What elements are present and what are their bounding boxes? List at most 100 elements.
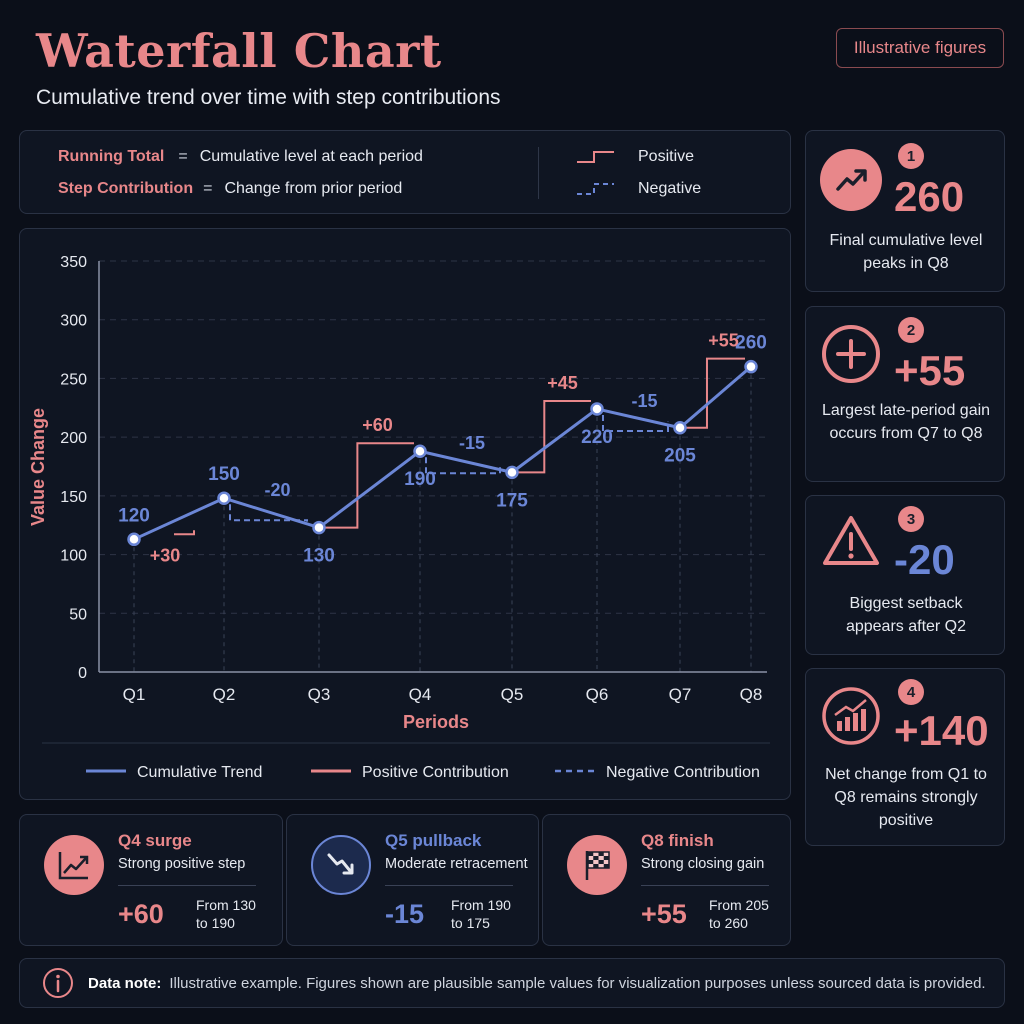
step-contribution-desc: Change from prior period (224, 180, 403, 197)
point-label: 205 (664, 446, 696, 467)
bottom-card-q8-finish: Q8 finish Strong closing gain +55 From 2… (542, 814, 791, 946)
negative-label: Negative (638, 180, 702, 197)
side-card-1: 1 260 Final cumulative level peaks in Q8 (805, 130, 1005, 292)
legend-label: Cumulative Trend (137, 764, 262, 781)
positive-label: Positive (638, 148, 695, 165)
x-tick-label: Q5 (501, 685, 524, 704)
data-point (590, 402, 604, 416)
cumulative-trend-line (133, 365, 752, 541)
data-note: Data note: Illustrative example. Figures… (19, 958, 1005, 1008)
y-tick-label: 250 (60, 371, 87, 388)
positive-step-icon (577, 151, 614, 163)
checkered-flag-icon (567, 835, 627, 895)
x-tick-label: Q7 (669, 685, 692, 704)
equals-sign: = (178, 148, 188, 165)
positive-step-connector (512, 399, 591, 474)
step-contribution-definition: Step Contribution = Change from prior pe… (58, 180, 402, 198)
step-label: +60 (362, 415, 393, 435)
x-tick-label: Q8 (740, 685, 763, 704)
card-subtitle: Moderate retracement (385, 856, 528, 872)
y-tick-label: 100 (60, 548, 87, 565)
card-title: Q8 finish (641, 831, 714, 850)
running-total-desc: Cumulative level at each period (199, 148, 423, 165)
trend-up-icon (820, 149, 882, 211)
card-value: +140 (894, 707, 989, 754)
side-card-2: 2 +55 Largest late-period gain occurs fr… (805, 306, 1005, 482)
card-range: From 190 to 175 (451, 896, 511, 932)
data-point (744, 359, 758, 374)
page-title: Waterfall Chart (36, 24, 442, 78)
y-tick-label: 200 (60, 430, 87, 447)
x-tick-label: Q4 (409, 685, 432, 704)
y-tick-label: 350 (60, 254, 87, 271)
running-total-definition: Running Total = Cumulative level at each… (58, 148, 423, 166)
negative-step-connector (229, 504, 308, 522)
step-label: -20 (264, 480, 290, 500)
card-value: +60 (118, 899, 164, 929)
positive-step-connector (319, 442, 414, 529)
data-point (127, 532, 141, 547)
running-total-key: Running Total (58, 148, 165, 165)
point-label: 220 (581, 427, 613, 448)
y-tick-label: 50 (69, 606, 87, 623)
data-point (413, 444, 427, 458)
chart-panel: 0 50 100 150 200 250 300 350 Q1 Q2 Q3 Q4 Q5 Q6 Q7 Q8 Per… (19, 228, 791, 800)
step-label: -15 (631, 391, 657, 411)
card-value: -20 (894, 536, 955, 583)
card-value: -15 (385, 899, 425, 929)
point-label: 130 (303, 546, 335, 567)
x-tick-label: Q3 (308, 685, 331, 704)
point-label: 175 (496, 490, 528, 511)
step-label: +45 (547, 373, 578, 393)
card-range-to: to 260 (709, 915, 748, 931)
y-tick-label: 0 (78, 665, 87, 682)
step-contribution-key: Step Contribution (58, 180, 194, 197)
y-axis-title: Value Change (28, 408, 48, 526)
illustrative-badge: Illustrative figures (836, 28, 1004, 68)
y-tick-label: 150 (60, 489, 87, 506)
point-label: 190 (404, 469, 436, 490)
card-range-from: From 190 (451, 897, 511, 913)
legend-divider (538, 147, 539, 199)
card-number: 4 (898, 679, 924, 705)
positive-legend: Positive (576, 148, 694, 166)
card-divider (385, 885, 513, 886)
positive-step-connector (680, 357, 745, 429)
trend-up-icon (44, 835, 104, 895)
side-card-3: 3 -20 Biggest setback appears after Q2 (805, 495, 1005, 655)
card-divider (118, 885, 256, 886)
card-range-to: to 190 (196, 915, 235, 931)
card-range: From 130 to 190 (196, 896, 256, 932)
card-number: 1 (898, 143, 924, 169)
step-label: -15 (459, 433, 485, 453)
side-card-4: 4 +140 Net change from Q1 to Q8 remains … (805, 668, 1005, 846)
card-subtitle: Strong positive step (118, 856, 246, 872)
page-subtitle: Cumulative trend over time with step con… (36, 86, 501, 109)
card-value: +55 (641, 899, 687, 929)
legend-label: Negative Contribution (606, 764, 760, 781)
positive-step-connector (174, 530, 195, 536)
info-icon (43, 968, 73, 998)
bar-growth-icon (820, 685, 882, 747)
bottom-card-q4-surge: Q4 surge Strong positive step +60 From 1… (19, 814, 283, 946)
card-number: 2 (898, 317, 924, 343)
bottom-card-q5-pullback: Q5 pullback Moderate retracement -15 Fro… (286, 814, 539, 946)
card-title: Q5 pullback (385, 831, 482, 850)
trend-down-icon (311, 835, 371, 895)
warning-icon (820, 510, 882, 572)
step-label: +55 (708, 331, 739, 351)
card-desc: Biggest setback appears after Q2 (845, 595, 967, 635)
data-note-text: Illustrative example. Figures shown are … (169, 974, 986, 992)
plus-icon (820, 323, 882, 385)
negative-legend: Negative (576, 180, 701, 198)
negative-step-icon (577, 183, 614, 195)
x-axis-title: Periods (403, 712, 469, 732)
point-label: 120 (118, 505, 150, 526)
card-title: Q4 surge (118, 831, 192, 850)
card-desc: Final cumulative level peaks in Q8 (829, 232, 983, 272)
card-range-from: From 130 (196, 897, 256, 913)
equals-sign: = (203, 180, 213, 197)
step-label: +30 (150, 545, 181, 565)
card-desc: Largest late-period gain occurs from Q7 … (821, 402, 991, 442)
card-value: +55 (894, 347, 966, 394)
